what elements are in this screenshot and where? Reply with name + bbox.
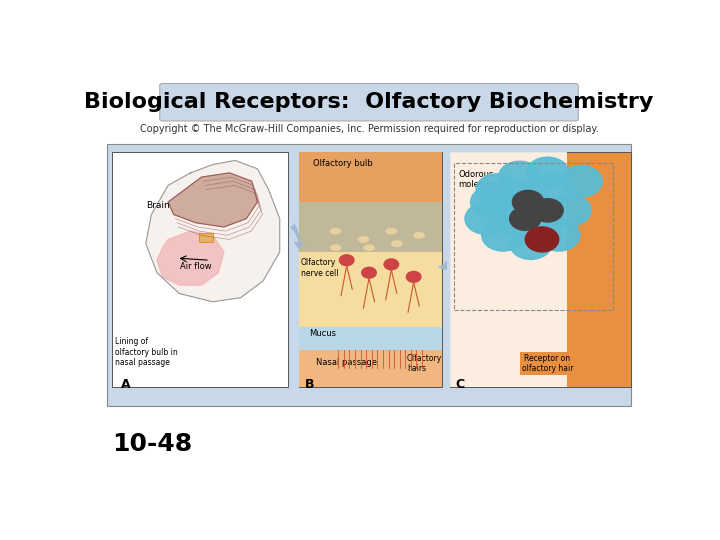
- Circle shape: [532, 174, 575, 205]
- Text: B: B: [305, 379, 315, 392]
- Circle shape: [513, 191, 544, 214]
- Ellipse shape: [330, 245, 341, 251]
- Circle shape: [471, 186, 513, 218]
- Ellipse shape: [358, 237, 369, 242]
- Circle shape: [532, 199, 563, 222]
- Polygon shape: [157, 231, 224, 285]
- Circle shape: [521, 207, 563, 239]
- Circle shape: [482, 219, 524, 251]
- FancyBboxPatch shape: [450, 152, 567, 387]
- Text: C: C: [456, 379, 464, 392]
- Polygon shape: [168, 173, 258, 227]
- Text: Nasal passage: Nasal passage: [316, 358, 377, 367]
- Circle shape: [526, 157, 569, 188]
- Text: A: A: [121, 379, 130, 392]
- Circle shape: [510, 228, 552, 259]
- FancyBboxPatch shape: [300, 202, 441, 252]
- FancyBboxPatch shape: [300, 252, 441, 327]
- Circle shape: [339, 255, 354, 266]
- Ellipse shape: [413, 232, 425, 238]
- Text: Air flow: Air flow: [181, 261, 212, 271]
- FancyBboxPatch shape: [112, 152, 288, 387]
- Text: Olfactory
hairs: Olfactory hairs: [407, 354, 442, 373]
- Ellipse shape: [330, 228, 341, 234]
- Polygon shape: [145, 160, 280, 302]
- Text: Receptor on
olfactory hair: Receptor on olfactory hair: [522, 354, 573, 373]
- Circle shape: [384, 259, 399, 270]
- FancyBboxPatch shape: [300, 152, 441, 387]
- FancyArrowPatch shape: [289, 223, 305, 249]
- Text: 10-48: 10-48: [112, 433, 192, 456]
- Circle shape: [526, 227, 559, 252]
- Circle shape: [498, 161, 541, 193]
- Circle shape: [504, 182, 546, 214]
- Circle shape: [538, 219, 580, 251]
- FancyBboxPatch shape: [160, 84, 578, 121]
- Circle shape: [560, 165, 602, 197]
- Text: Odorous
molecule: Odorous molecule: [459, 170, 497, 189]
- Ellipse shape: [392, 240, 402, 247]
- FancyBboxPatch shape: [107, 144, 631, 406]
- Text: Biological Receptors:  Olfactory Biochemistry: Biological Receptors: Olfactory Biochemi…: [84, 92, 654, 112]
- Text: Mucus: Mucus: [309, 329, 336, 338]
- Ellipse shape: [364, 245, 374, 251]
- FancyBboxPatch shape: [300, 327, 441, 349]
- FancyBboxPatch shape: [300, 152, 441, 202]
- Text: Olfactory bulb: Olfactory bulb: [313, 159, 373, 168]
- Text: Olfactory
nerve cell: Olfactory nerve cell: [301, 258, 338, 278]
- FancyBboxPatch shape: [450, 152, 631, 387]
- Text: Lining of
olfactory bulb in
nasal passage: Lining of olfactory bulb in nasal passag…: [115, 337, 178, 367]
- Circle shape: [476, 174, 518, 205]
- Text: Brain: Brain: [145, 201, 169, 210]
- Circle shape: [406, 272, 421, 282]
- Circle shape: [549, 194, 591, 226]
- Ellipse shape: [386, 228, 397, 234]
- FancyArrowPatch shape: [438, 260, 447, 271]
- FancyBboxPatch shape: [300, 349, 441, 387]
- Circle shape: [465, 203, 508, 234]
- Bar: [199, 233, 213, 241]
- Circle shape: [361, 267, 377, 278]
- Circle shape: [493, 203, 535, 234]
- Text: Copyright © The McGraw-Hill Companies, Inc. Permission required for reproduction: Copyright © The McGraw-Hill Companies, I…: [140, 124, 598, 134]
- Circle shape: [510, 207, 541, 230]
